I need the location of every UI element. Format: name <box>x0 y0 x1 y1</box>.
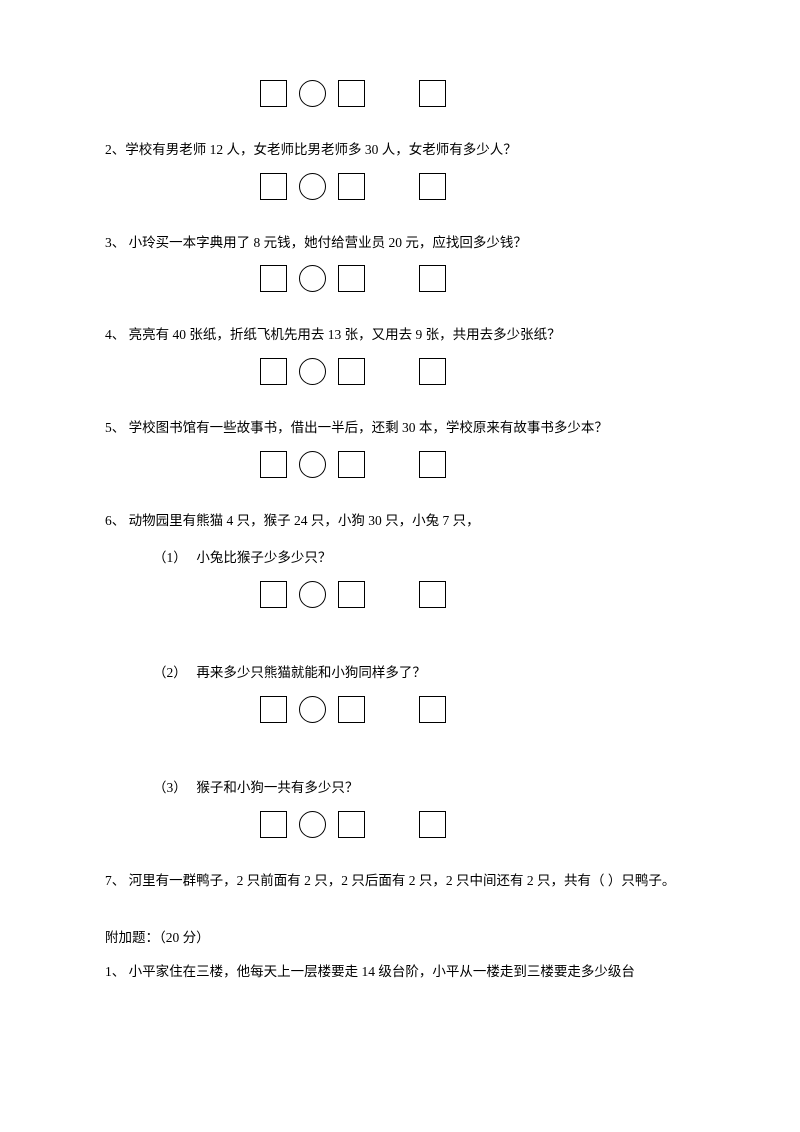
answer-box-square <box>419 696 446 723</box>
answer-box-square <box>260 80 287 107</box>
answer-box-square <box>338 265 365 292</box>
spacer <box>105 636 695 658</box>
sub-number: （2） <box>153 658 193 688</box>
sub-text: 猴子和小狗一共有多少只？ <box>196 780 358 795</box>
answer-box-square <box>260 265 287 292</box>
answer-box-square <box>419 581 446 608</box>
sub-text: 再来多少只熊猫就能和小狗同样多了？ <box>196 665 426 680</box>
answer-boxes <box>260 811 695 838</box>
question-3: 3、 小玲买一本字典用了 8 元钱，她付给营业员 20 元，应找回多少钱？ <box>105 228 695 258</box>
question-6-3: （3） 猴子和小狗一共有多少只？ <box>105 773 695 803</box>
answer-box-square <box>338 696 365 723</box>
answer-box-square <box>419 811 446 838</box>
spacer <box>105 751 695 773</box>
question-6-1: （1） 小兔比猴子少多少只？ <box>105 543 695 573</box>
question-6-2: （2） 再来多少只熊猫就能和小狗同样多了？ <box>105 658 695 688</box>
answer-box-square <box>260 451 287 478</box>
answer-box-square <box>338 173 365 200</box>
bonus-header: 附加题：（20 分） <box>105 923 695 953</box>
question-6: 6、 动物园里有熊猫 4 只，猴子 24 只，小狗 30 只，小兔 7 只， <box>105 506 695 536</box>
sub-number: （1） <box>153 543 193 573</box>
answer-box-square <box>419 358 446 385</box>
answer-box-square <box>419 265 446 292</box>
answer-boxes <box>260 358 695 385</box>
answer-box-circle <box>299 358 326 385</box>
answer-box-square <box>260 696 287 723</box>
answer-box-square <box>419 451 446 478</box>
question-5: 5、 学校图书馆有一些故事书，借出一半后，还剩 30 本，学校原来有故事书多少本… <box>105 413 695 443</box>
answer-box-square <box>338 80 365 107</box>
document-page: 2、学校有男老师 12 人，女老师比男老师多 30 人，女老师有多少人？ 3、 … <box>0 0 800 1035</box>
answer-boxes <box>260 451 695 478</box>
question-4: 4、 亮亮有 40 张纸，折纸飞机先用去 13 张，又用去 9 张，共用去多少张… <box>105 320 695 350</box>
answer-boxes <box>260 173 695 200</box>
answer-box-square <box>260 358 287 385</box>
answer-box-circle <box>299 581 326 608</box>
question-2: 2、学校有男老师 12 人，女老师比男老师多 30 人，女老师有多少人？ <box>105 135 695 165</box>
answer-boxes <box>260 265 695 292</box>
answer-box-square <box>419 173 446 200</box>
answer-box-square <box>338 358 365 385</box>
answer-box-square <box>260 173 287 200</box>
answer-boxes <box>260 80 695 107</box>
answer-boxes <box>260 696 695 723</box>
bonus-question-1: 1、 小平家住在三楼，他每天上一层楼要走 14 级台阶，小平从一楼走到三楼要走多… <box>105 957 695 987</box>
answer-box-circle <box>299 80 326 107</box>
answer-box-circle <box>299 265 326 292</box>
answer-box-square <box>260 811 287 838</box>
answer-box-square <box>419 80 446 107</box>
answer-box-square <box>338 581 365 608</box>
answer-box-square <box>260 581 287 608</box>
answer-box-circle <box>299 173 326 200</box>
question-7: 7、 河里有一群鸭子，2 只前面有 2 只，2 只后面有 2 只，2 只中间还有… <box>105 866 695 896</box>
answer-box-circle <box>299 451 326 478</box>
answer-boxes <box>260 581 695 608</box>
answer-box-square <box>338 451 365 478</box>
answer-box-circle <box>299 811 326 838</box>
answer-box-circle <box>299 696 326 723</box>
answer-box-square <box>338 811 365 838</box>
sub-text: 小兔比猴子少多少只？ <box>196 550 331 565</box>
sub-number: （3） <box>153 773 193 803</box>
